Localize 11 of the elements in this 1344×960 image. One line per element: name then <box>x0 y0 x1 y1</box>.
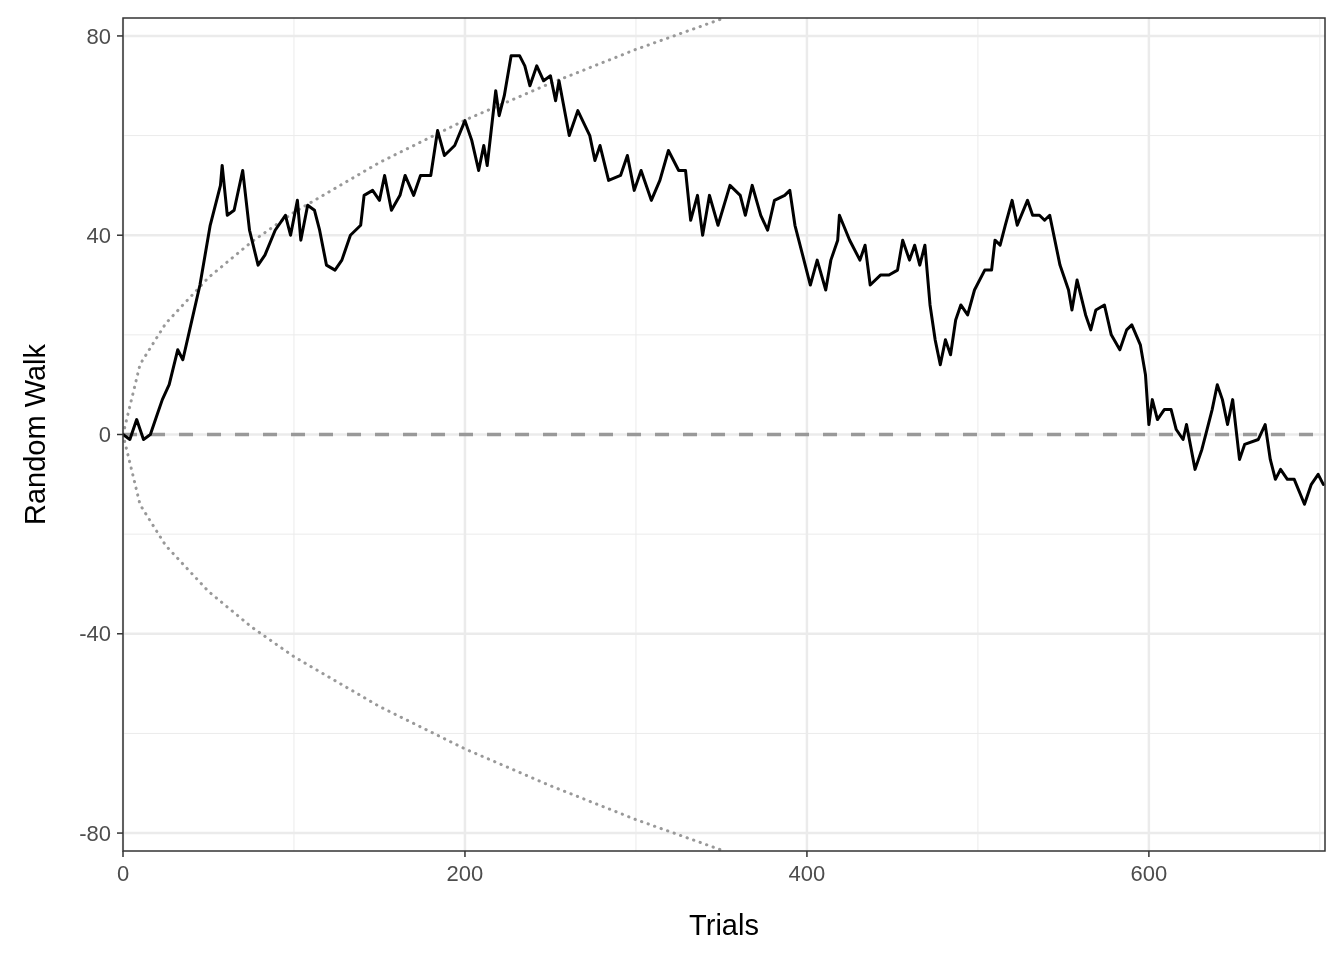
y-tick-label: -80 <box>79 820 111 846</box>
y-tick-label: 0 <box>98 422 111 448</box>
x-tick-label: 0 <box>116 861 130 886</box>
y-tick-label: 80 <box>86 23 111 49</box>
x-tick-label: 200 <box>446 861 484 886</box>
y-axis-title: Random Walk <box>19 343 51 526</box>
x-axis-title: Trials <box>689 909 759 941</box>
x-tick-label: 600 <box>1130 861 1168 886</box>
x-tick-label: 400 <box>788 861 826 886</box>
y-tick-label: 40 <box>86 222 111 248</box>
y-tick-label: -40 <box>79 621 111 647</box>
